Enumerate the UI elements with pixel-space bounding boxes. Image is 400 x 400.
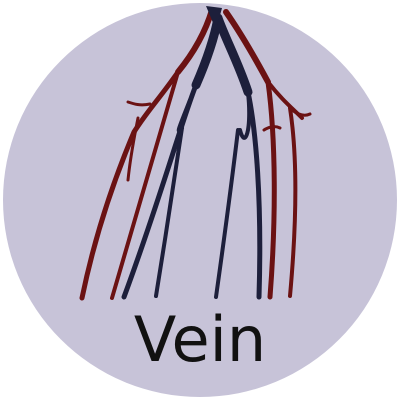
vein-branches	[121, 13, 263, 300]
icon-label: Vein	[133, 303, 267, 376]
vessel-tip	[206, 6, 222, 30]
background-circle	[3, 3, 397, 397]
